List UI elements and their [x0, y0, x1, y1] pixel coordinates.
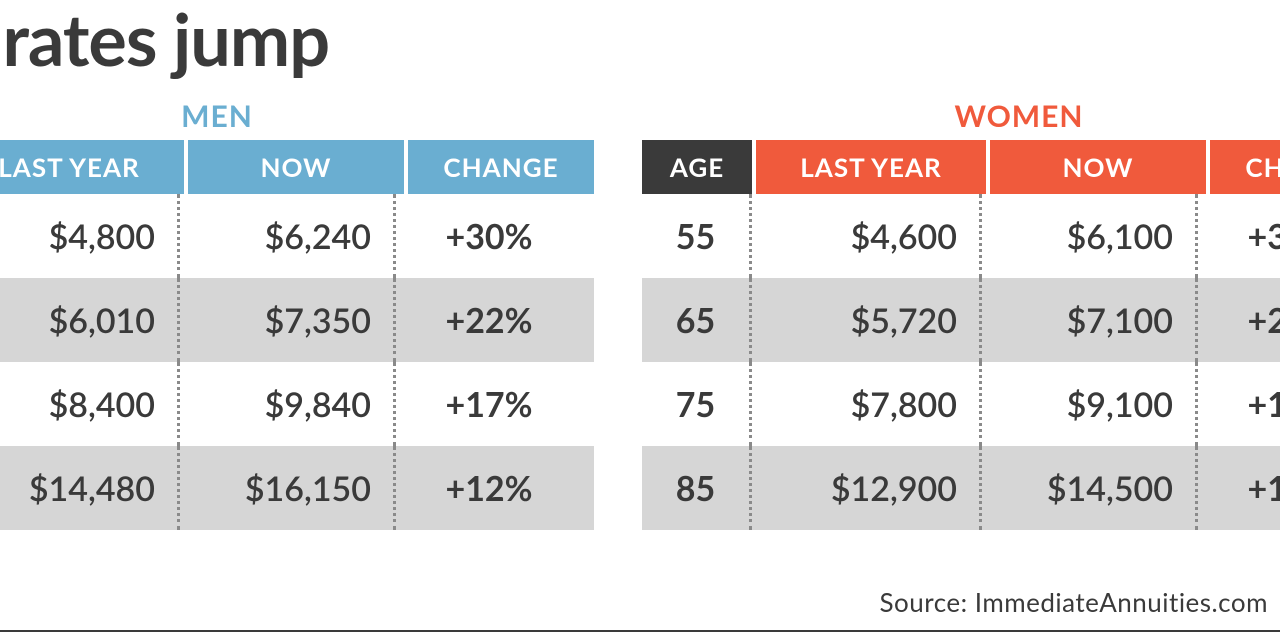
cell-last_year: $6,010 [0, 278, 180, 362]
cell-now: $6,100 [982, 194, 1198, 278]
header-row-men: AGE LAST YEAR NOW CHANGE [0, 140, 594, 194]
cell-last_year: $14,480 [0, 446, 180, 530]
cell-now: $6,240 [180, 194, 396, 278]
cell-last_year: $4,600 [752, 194, 982, 278]
table-row: 65$5,720$7,100+24% [642, 278, 1280, 362]
table-row: 85$12,900$14,500+12% [642, 446, 1280, 530]
cell-change: +22% [396, 278, 582, 362]
bottom-rule [0, 630, 1280, 632]
cell-change: +33% [1198, 194, 1280, 278]
cell-last_year: $5,720 [752, 278, 982, 362]
col-header-age: AGE [642, 140, 752, 194]
cell-change: +12% [1198, 446, 1280, 530]
cell-last_year: $4,800 [0, 194, 180, 278]
cell-now: $14,500 [982, 446, 1198, 530]
cell-change: +12% [396, 446, 582, 530]
cell-change: +17% [396, 362, 582, 446]
cell-age: 65 [642, 278, 752, 362]
col-header-change: CHANGE [408, 140, 594, 194]
cell-last_year: $12,900 [752, 446, 982, 530]
tables-container: MEN AGE LAST YEAR NOW CHANGE 55$4,800$6,… [0, 98, 1280, 530]
table-row: 65$6,010$7,350+22% [0, 278, 594, 362]
cell-age: 55 [642, 194, 752, 278]
table-row: 85$14,480$16,150+12% [0, 446, 594, 530]
cell-change: +30% [396, 194, 582, 278]
col-header-last-year: LAST YEAR [756, 140, 986, 194]
col-header-change: CHANGE [1210, 140, 1280, 194]
cell-now: $16,150 [180, 446, 396, 530]
table-men: MEN AGE LAST YEAR NOW CHANGE 55$4,800$6,… [0, 98, 594, 530]
group-label-men: MEN [0, 98, 594, 134]
cell-now: $7,350 [180, 278, 396, 362]
cell-now: $7,100 [982, 278, 1198, 362]
cell-change: +24% [1198, 278, 1280, 362]
cell-now: $9,100 [982, 362, 1198, 446]
page-title: Annuity rates jump [0, 0, 329, 82]
table-body-women: 55$4,600$6,100+33%65$5,720$7,100+24%75$7… [642, 194, 1280, 530]
group-label-women: WOMEN [642, 98, 1280, 134]
col-header-now: NOW [188, 140, 404, 194]
table-women: WOMEN AGE LAST YEAR NOW CHANGE 55$4,600$… [642, 98, 1280, 530]
table-row: 75$8,400$9,840+17% [0, 362, 594, 446]
col-header-now: NOW [990, 140, 1206, 194]
table-row: 75$7,800$9,100+17% [642, 362, 1280, 446]
header-row-women: AGE LAST YEAR NOW CHANGE [642, 140, 1280, 194]
source-attribution: Source: ImmediateAnnuities.com [880, 586, 1269, 618]
cell-last_year: $7,800 [752, 362, 982, 446]
cell-change: +17% [1198, 362, 1280, 446]
table-row: 55$4,600$6,100+33% [642, 194, 1280, 278]
col-header-last-year: LAST YEAR [0, 140, 184, 194]
table-row: 55$4,800$6,240+30% [0, 194, 594, 278]
cell-age: 85 [642, 446, 752, 530]
cell-age: 75 [642, 362, 752, 446]
cell-now: $9,840 [180, 362, 396, 446]
table-body-men: 55$4,800$6,240+30%65$6,010$7,350+22%75$8… [0, 194, 594, 530]
cell-last_year: $8,400 [0, 362, 180, 446]
